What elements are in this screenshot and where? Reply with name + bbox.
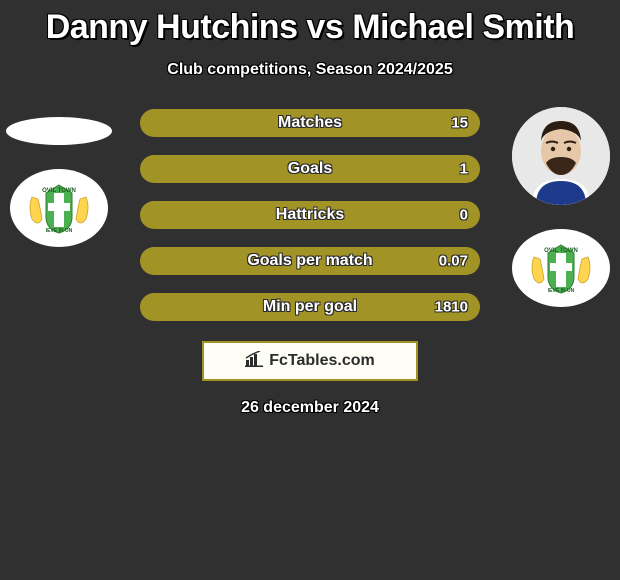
- stat-bar-hattricks: Hattricks 0: [140, 201, 480, 229]
- player-right-photo: [512, 107, 610, 205]
- stat-right-value: 15: [451, 115, 468, 132]
- stat-right-value: 1: [460, 161, 468, 178]
- stat-label: Min per goal: [263, 298, 357, 316]
- player-left-column: OVIL TOWN IEVE IN UN: [4, 107, 114, 247]
- stat-label: Matches: [278, 114, 342, 132]
- stat-right-value: 0.07: [439, 253, 468, 270]
- page-subtitle: Club competitions, Season 2024/2025: [0, 61, 620, 79]
- stat-bar-mpg: Min per goal 1810: [140, 293, 480, 321]
- stat-bar-gpm: Goals per match 0.07: [140, 247, 480, 275]
- stat-label: Goals: [288, 160, 332, 178]
- svg-text:IEVE IN UN: IEVE IN UN: [548, 288, 575, 294]
- stat-label: Hattricks: [276, 206, 344, 224]
- player-right-column: OVIL TOWN IEVE IN UN: [506, 107, 616, 307]
- svg-text:OVIL TOWN: OVIL TOWN: [42, 188, 76, 194]
- infographic-root: Danny Hutchins vs Michael Smith Club com…: [0, 0, 620, 417]
- stat-bar-goals: Goals 1: [140, 155, 480, 183]
- stat-right-value: 0: [460, 207, 468, 224]
- svg-text:OVIL TOWN: OVIL TOWN: [544, 248, 578, 254]
- svg-text:IEVE IN UN: IEVE IN UN: [46, 228, 73, 234]
- stat-right-value: 1810: [435, 299, 468, 316]
- club-crest-right: OVIL TOWN IEVE IN UN: [512, 229, 610, 307]
- source-text: FcTables.com: [269, 352, 375, 370]
- main-content: OVIL TOWN IEVE IN UN: [0, 107, 620, 417]
- club-crest-left: OVIL TOWN IEVE IN UN: [10, 169, 108, 247]
- page-title: Danny Hutchins vs Michael Smith: [0, 8, 620, 47]
- player-left-photo: [6, 117, 112, 145]
- stat-bar-matches: Matches 15: [140, 109, 480, 137]
- chart-icon: [245, 351, 265, 372]
- infographic-date: 26 december 2024: [0, 399, 620, 417]
- stat-label: Goals per match: [247, 252, 372, 270]
- source-badge: FcTables.com: [202, 341, 418, 381]
